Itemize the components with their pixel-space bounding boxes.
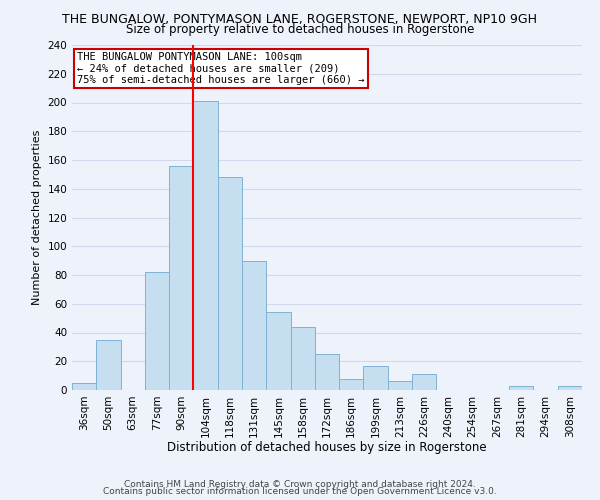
Bar	[96, 340, 121, 390]
Bar	[145, 272, 169, 390]
Text: THE BUNGALOW, PONTYMASON LANE, ROGERSTONE, NEWPORT, NP10 9GH: THE BUNGALOW, PONTYMASON LANE, ROGERSTON…	[62, 12, 538, 26]
Text: THE BUNGALOW PONTYMASON LANE: 100sqm
← 24% of detached houses are smaller (209)
: THE BUNGALOW PONTYMASON LANE: 100sqm ← 2…	[77, 52, 365, 85]
Bar	[315, 354, 339, 390]
Bar	[72, 383, 96, 390]
Bar	[242, 260, 266, 390]
Bar	[509, 386, 533, 390]
Text: Contains HM Land Registry data © Crown copyright and database right 2024.: Contains HM Land Registry data © Crown c…	[124, 480, 476, 489]
Y-axis label: Number of detached properties: Number of detached properties	[32, 130, 42, 305]
Bar	[364, 366, 388, 390]
Bar	[388, 382, 412, 390]
Text: Contains public sector information licensed under the Open Government Licence v3: Contains public sector information licen…	[103, 488, 497, 496]
Bar	[169, 166, 193, 390]
Text: Size of property relative to detached houses in Rogerstone: Size of property relative to detached ho…	[126, 22, 474, 36]
X-axis label: Distribution of detached houses by size in Rogerstone: Distribution of detached houses by size …	[167, 441, 487, 454]
Bar	[558, 386, 582, 390]
Bar	[290, 327, 315, 390]
Bar	[412, 374, 436, 390]
Bar	[266, 312, 290, 390]
Bar	[339, 378, 364, 390]
Bar	[193, 101, 218, 390]
Bar	[218, 178, 242, 390]
